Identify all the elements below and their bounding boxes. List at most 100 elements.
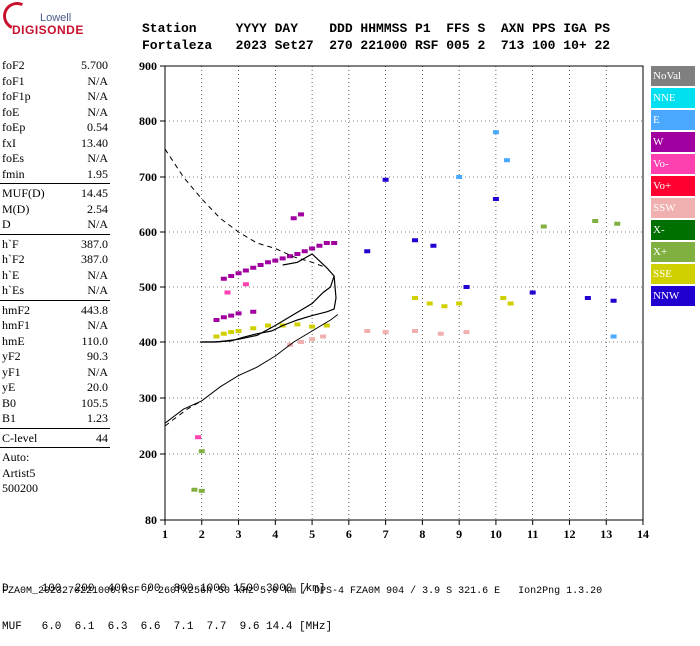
param-value: 387.0 bbox=[81, 236, 108, 251]
param-value: N/A bbox=[87, 89, 108, 103]
echo-point-e bbox=[456, 175, 463, 179]
param-label: h`F2 bbox=[2, 252, 25, 266]
echo-point-x- bbox=[614, 221, 621, 226]
param-row: foF1p N/A bbox=[0, 89, 110, 105]
echo-point-w bbox=[290, 216, 297, 221]
param-value: 387.0 bbox=[81, 252, 108, 266]
echo-point-w bbox=[287, 254, 294, 259]
header-labels: Station YYYY DAY DDD HHMMSS P1 FFS S AXN… bbox=[142, 21, 611, 36]
echo-point-ssw bbox=[309, 337, 316, 342]
echo-point-w bbox=[242, 268, 249, 273]
param-row: h`F2 387.0 bbox=[0, 252, 110, 268]
param-label: foEs bbox=[2, 151, 24, 165]
echo-point-w bbox=[228, 313, 235, 318]
param-note: 500200 bbox=[2, 481, 38, 495]
legend-item-vo-: Vo+ bbox=[651, 176, 695, 196]
param-label: fmin bbox=[2, 166, 25, 181]
param-value: N/A bbox=[87, 217, 108, 231]
param-row: C-level 44 bbox=[0, 431, 110, 447]
echo-point-w bbox=[272, 258, 279, 263]
param-separator bbox=[0, 299, 110, 301]
echo-point-ssw bbox=[437, 331, 444, 336]
echo-point-w bbox=[250, 265, 257, 270]
echo-point-w bbox=[257, 263, 264, 267]
param-row: yF2 90.3 bbox=[0, 349, 110, 365]
legend-item-noval: NoVal bbox=[651, 66, 695, 86]
x-tick-label: 5 bbox=[309, 527, 315, 541]
y-tick-label: 600 bbox=[139, 225, 157, 239]
param-row: fxI 13.40 bbox=[0, 136, 110, 152]
echo-point-nnw bbox=[463, 285, 470, 289]
echo-point-sse bbox=[250, 326, 257, 331]
echo-point-w bbox=[298, 212, 305, 217]
param-value: N/A bbox=[87, 267, 108, 282]
param-label: yE bbox=[2, 380, 16, 394]
echo-point-ssw bbox=[364, 329, 371, 333]
param-label: foE bbox=[2, 104, 20, 119]
param-label: B0 bbox=[2, 395, 17, 410]
legend-item-x-: X+ bbox=[651, 242, 695, 262]
logo-digisonde: DIGISONDE bbox=[12, 23, 84, 37]
param-row: fmin 1.95 bbox=[0, 167, 110, 183]
param-label: B1 bbox=[2, 411, 17, 425]
legend-item-e: E bbox=[651, 110, 695, 130]
echo-point-e bbox=[610, 334, 617, 339]
echo-point-nnw bbox=[364, 249, 371, 254]
dashed-lower-curve bbox=[164, 400, 203, 427]
legend-item-nne: NNE bbox=[651, 88, 695, 108]
param-value: 1.23 bbox=[87, 411, 108, 425]
legend-item-sse: SSE bbox=[651, 264, 695, 284]
param-value: 90.3 bbox=[87, 349, 108, 363]
echo-point-nnw bbox=[610, 298, 617, 303]
param-value: N/A bbox=[87, 73, 108, 88]
legend-item-nnw: NNW bbox=[651, 286, 695, 306]
y-tick-label: 200 bbox=[139, 447, 157, 461]
param-value: N/A bbox=[87, 364, 108, 379]
echo-point-nnw bbox=[584, 296, 591, 300]
polarization-legend: NoVal NNE E W Vo- Vo+ SSW X- X+ SSE NNW bbox=[651, 66, 695, 308]
param-value: N/A bbox=[87, 104, 108, 119]
echo-point-w bbox=[250, 309, 257, 314]
param-row: hmF1 N/A bbox=[0, 318, 110, 334]
echo-point-vo- bbox=[224, 290, 231, 295]
param-value: 14.45 bbox=[81, 186, 108, 200]
x-tick-label: 10 bbox=[490, 527, 502, 541]
param-row: h`E N/A bbox=[0, 268, 110, 284]
x-tick-label: 9 bbox=[456, 527, 462, 541]
echo-point-w bbox=[301, 249, 308, 254]
echo-point-vo- bbox=[242, 282, 249, 287]
profile-lower-curve bbox=[164, 314, 339, 424]
echo-point-w bbox=[213, 318, 220, 322]
echo-point-e bbox=[503, 158, 510, 163]
param-row: h`Es N/A bbox=[0, 283, 110, 299]
echo-point-w bbox=[220, 276, 227, 281]
param-value: N/A bbox=[87, 283, 108, 297]
param-label: h`F bbox=[2, 236, 19, 251]
param-row: M(D) 2.54 bbox=[0, 202, 110, 218]
echo-point-w bbox=[220, 315, 227, 320]
param-value: 20.0 bbox=[87, 380, 108, 394]
x-tick-label: 3 bbox=[236, 527, 242, 541]
echo-point-sse bbox=[456, 301, 463, 306]
muf-frequency-row: MUF 6.0 6.1 6.3 6.6 7.1 7.7 9.6 14.4 [MH… bbox=[2, 621, 333, 633]
echo-point-nnw bbox=[412, 238, 419, 243]
x-tick-label: 4 bbox=[272, 527, 278, 541]
param-value: 1.95 bbox=[87, 166, 108, 181]
echo-point-nnw bbox=[430, 243, 437, 248]
echo-point-w bbox=[294, 252, 301, 256]
legend-item-ssw: SSW bbox=[651, 198, 695, 218]
echo-point-sse bbox=[228, 330, 235, 335]
x-tick-label: 6 bbox=[346, 527, 352, 541]
param-row: foEs N/A bbox=[0, 151, 110, 167]
y-tick-label: 500 bbox=[139, 280, 157, 294]
param-row: h`F 387.0 bbox=[0, 237, 110, 253]
param-note: Artist5 bbox=[2, 465, 36, 480]
x-tick-label: 2 bbox=[199, 527, 205, 541]
echo-point-x- bbox=[592, 219, 599, 223]
echo-point-vo- bbox=[195, 435, 202, 440]
param-value: 105.5 bbox=[81, 395, 108, 410]
echo-point-w bbox=[264, 260, 271, 265]
echo-point-ssw bbox=[463, 330, 470, 335]
param-label: M(D) bbox=[2, 201, 30, 216]
echo-point-sse bbox=[412, 296, 419, 300]
